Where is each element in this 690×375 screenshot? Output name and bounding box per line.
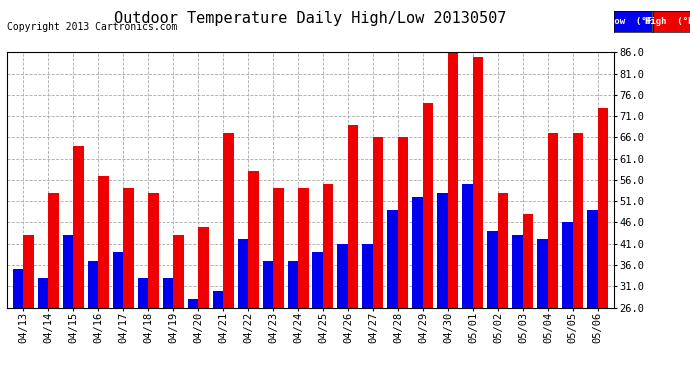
- Bar: [248, 171, 259, 375]
- Bar: [473, 57, 484, 375]
- Bar: [573, 133, 583, 375]
- Text: Outdoor Temperature Daily High/Low 20130507: Outdoor Temperature Daily High/Low 20130…: [115, 11, 506, 26]
- Bar: [523, 214, 533, 375]
- Bar: [388, 210, 398, 375]
- Bar: [288, 261, 298, 375]
- Bar: [423, 104, 433, 375]
- Bar: [223, 133, 233, 375]
- Bar: [538, 240, 548, 375]
- Bar: [298, 189, 308, 375]
- Bar: [373, 138, 384, 375]
- Bar: [63, 235, 73, 375]
- Bar: [23, 235, 34, 375]
- Bar: [513, 235, 523, 375]
- Bar: [448, 48, 458, 375]
- Bar: [337, 244, 348, 375]
- Bar: [413, 197, 423, 375]
- Bar: [587, 210, 598, 375]
- Bar: [73, 146, 83, 375]
- Bar: [273, 189, 284, 375]
- Bar: [562, 222, 573, 375]
- Bar: [313, 252, 323, 375]
- Bar: [598, 108, 609, 375]
- Bar: [213, 291, 223, 375]
- Bar: [163, 278, 173, 375]
- Bar: [88, 261, 98, 375]
- Text: High  (°F): High (°F): [645, 17, 690, 26]
- Bar: [12, 269, 23, 375]
- Bar: [98, 176, 108, 375]
- Bar: [548, 133, 558, 375]
- Bar: [188, 299, 198, 375]
- Bar: [237, 240, 248, 375]
- Bar: [323, 184, 333, 375]
- Bar: [462, 184, 473, 375]
- Bar: [362, 244, 373, 375]
- Bar: [38, 278, 48, 375]
- Bar: [348, 125, 359, 375]
- Bar: [262, 261, 273, 375]
- Bar: [398, 138, 408, 375]
- Bar: [498, 193, 509, 375]
- Bar: [148, 193, 159, 375]
- Bar: [173, 235, 184, 375]
- Bar: [198, 227, 208, 375]
- Text: Low  (°F): Low (°F): [609, 17, 658, 26]
- Bar: [437, 193, 448, 375]
- Bar: [48, 193, 59, 375]
- Bar: [123, 189, 134, 375]
- Bar: [137, 278, 148, 375]
- Bar: [112, 252, 123, 375]
- Text: Copyright 2013 Cartronics.com: Copyright 2013 Cartronics.com: [7, 22, 177, 32]
- Bar: [487, 231, 498, 375]
